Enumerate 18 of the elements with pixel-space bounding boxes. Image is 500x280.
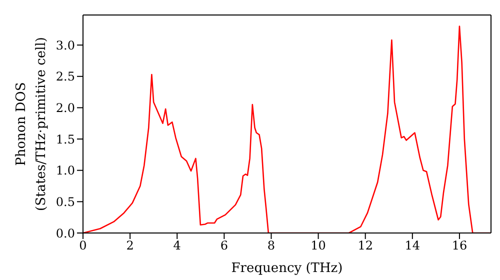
y-tick-label: 2.5 — [56, 70, 75, 84]
y-tick-label: 2.0 — [56, 100, 75, 115]
x-axis-title: Frequency (THz) — [231, 261, 343, 276]
y-axis-title: Phonon DOS (States/THz·primitive cell) — [14, 36, 49, 212]
x-tick-label: 2 — [126, 238, 134, 253]
y-tick-label: 1.5 — [56, 132, 75, 146]
x-tick-label: 8 — [267, 238, 276, 253]
y-tick-label: 0.0 — [56, 226, 75, 240]
x-tick-label: 0 — [79, 238, 87, 253]
y-tick-label: 3.0 — [56, 38, 75, 52]
x-tick-label: 6 — [220, 238, 228, 253]
x-tick-label: 14 — [404, 238, 420, 253]
x-tick-label: 10 — [310, 238, 326, 253]
x-tick-label: 16 — [452, 238, 468, 253]
x-tick-label: 4 — [173, 238, 182, 253]
y-tick-label: 1.0 — [56, 164, 75, 178]
x-tick-label: 12 — [358, 238, 373, 253]
y-tick-label: 0.5 — [56, 194, 75, 209]
